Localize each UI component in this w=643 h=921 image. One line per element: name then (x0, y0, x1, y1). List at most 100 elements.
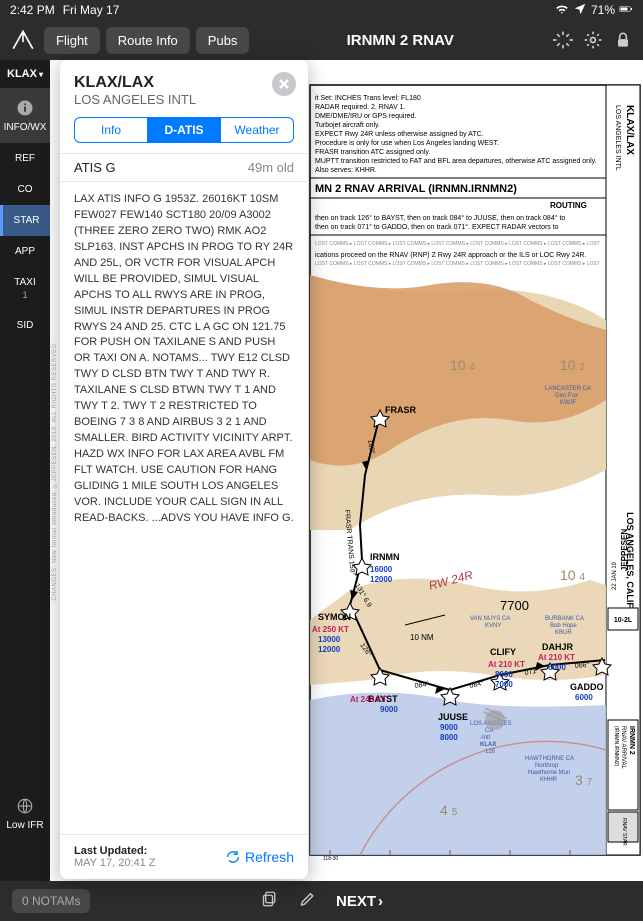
popup-tab-control: Info D-ATIS Weather (74, 117, 294, 143)
sidebar-label: SID (17, 320, 34, 331)
svg-text:VAN NUYS CA: VAN NUYS CA (470, 616, 510, 622)
svg-text:128: 128 (485, 749, 496, 755)
refresh-button[interactable]: Refresh (225, 849, 294, 865)
svg-text:-Intl: -Intl (480, 735, 490, 741)
pubs-button[interactable]: Pubs (196, 27, 250, 54)
bottom-toolbar: 0 NOTAMs NEXT › (0, 881, 643, 921)
svg-text:9000: 9000 (440, 723, 458, 732)
svg-text:CLIFY: CLIFY (490, 647, 516, 657)
svg-text:IRNMN: IRNMN (370, 552, 400, 562)
lock-icon[interactable] (611, 28, 635, 52)
svg-text:RNAV STAR: RNAV STAR (621, 818, 627, 846)
svg-text:GADDO: GADDO (570, 682, 604, 692)
info-icon (16, 99, 34, 120)
svg-text:LOS ANGELES INTL: LOS ANGELES INTL (614, 105, 621, 171)
top-toolbar: Flight Route Info Pubs IRNMN 2 RNAV (0, 20, 643, 60)
svg-text:KWJF: KWJF (560, 400, 577, 406)
status-date: Fri May 17 (63, 3, 120, 17)
svg-text:ications proceed on the RNAV (: ications proceed on the RNAV (RNP) Z Rwy… (315, 252, 586, 259)
svg-text:LANCASTER CA: LANCASTER CA (545, 386, 591, 392)
svg-text:then on track 126° to BAYST, t: then on track 126° to BAYST, then on tra… (315, 214, 565, 222)
close-icon (278, 78, 290, 90)
atis-body-text: LAX ATIS INFO G 1953Z. 26016KT 10SM FEW0… (60, 182, 308, 834)
svg-text:DAHJR: DAHJR (542, 642, 574, 652)
app-logo-icon[interactable] (8, 25, 38, 55)
tab-datis[interactable]: D-ATIS (147, 118, 220, 142)
svg-text:MN 2 RNAV ARRIVAL (IRNMN.IRNMN: MN 2 RNAV ARRIVAL (IRNMN.IRNMN2) (315, 183, 517, 195)
next-button[interactable]: NEXT › (336, 893, 383, 910)
svg-text:Northrop: Northrop (535, 763, 559, 769)
svg-text:13000: 13000 (318, 635, 341, 644)
sidebar-item-lowifr[interactable]: Low IFR (0, 787, 50, 841)
sidebar-item-ref[interactable]: REF (0, 143, 50, 174)
tab-weather[interactable]: Weather (220, 118, 293, 142)
svg-text:DME/DME/IRU or GPS required.: DME/DME/IRU or GPS required. (315, 113, 417, 120)
copy-icon[interactable] (260, 890, 278, 913)
svg-text:At 210 KT: At 210 KT (538, 653, 575, 662)
sidebar-label: INFO/WX (4, 122, 47, 133)
sidebar-label: TAXI (14, 277, 35, 288)
svg-text:Gen Fox: Gen Fox (555, 393, 578, 399)
status-bar: 2:42 PM Fri May 17 71% (0, 0, 643, 20)
svg-text:FRASR: FRASR (385, 405, 416, 415)
sidebar-badge: 1 (22, 290, 27, 300)
svg-text:HAWTHORNE CA: HAWTHORNE CA (525, 756, 574, 762)
svg-text:066°: 066° (574, 661, 589, 670)
sidebar-label: CO (18, 184, 33, 195)
svg-text:Hawthorne Mun: Hawthorne Mun (528, 770, 570, 776)
svg-text:KLAX/LAX: KLAX/LAX (624, 105, 635, 155)
svg-text:MUPTT transition restricted to: MUPTT transition restricted to FAT and B… (315, 158, 597, 165)
sidebar-label: STAR (14, 215, 40, 226)
svg-text:SYMON: SYMON (318, 612, 351, 622)
atis-label: ATIS G (74, 160, 116, 175)
svg-text:22 JAN 19: 22 JAN 19 (612, 561, 618, 590)
svg-text:118-30: 118-30 (323, 856, 338, 862)
svg-text:9000: 9000 (380, 705, 398, 714)
svg-text:RADAR required. 2. RNAV 1.: RADAR required. 2. RNAV 1. (315, 104, 406, 111)
sidebar-label: REF (15, 153, 35, 164)
sidebar-item-star[interactable]: STAR (0, 205, 50, 236)
wifi-icon (555, 2, 569, 19)
svg-text:JUUSE: JUUSE (438, 712, 468, 722)
battery-icon (619, 2, 633, 19)
svg-text:16000: 16000 (370, 565, 393, 574)
chart-viewport[interactable]: CHANGES: New format introduced. ©JEPPESE… (50, 60, 643, 881)
svg-text:6000: 6000 (548, 663, 566, 672)
svg-text:6000: 6000 (575, 693, 593, 702)
sidebar-airport-header[interactable]: KLAX ▾ (0, 60, 50, 89)
pencil-icon[interactable] (298, 890, 316, 913)
page-title: IRNMN 2 RNAV (255, 32, 545, 49)
close-button[interactable] (272, 72, 296, 96)
battery-percent: 71% (591, 3, 615, 17)
svg-text:At 240 KT: At 240 KT (350, 695, 387, 704)
svg-text:12000: 12000 (370, 575, 393, 584)
sidebar-label: APP (15, 246, 35, 257)
svg-text:8000: 8000 (440, 733, 458, 742)
sidebar-item-taxi[interactable]: TAXI 1 (0, 267, 50, 310)
svg-text:Turbojet aircraft only.: Turbojet aircraft only. (315, 122, 380, 129)
light-icon[interactable] (551, 28, 575, 52)
svg-text:10 NM: 10 NM (410, 633, 434, 642)
sidebar-item-sid[interactable]: SID (0, 310, 50, 341)
sidebar-item-infowx[interactable]: INFO/WX (0, 89, 50, 143)
svg-text:Procedure is only for use when: Procedure is only for use when Los Angel… (315, 140, 499, 147)
sidebar-item-co[interactable]: CO (0, 174, 50, 205)
svg-text:KVNY: KVNY (485, 623, 501, 629)
notams-button[interactable]: 0 NOTAMs (12, 889, 90, 913)
svg-text:FRASR transition ATC assigned: FRASR transition ATC assigned only. (315, 149, 430, 156)
svg-text:LOST COMMS ▸ LOST COMMS ▸ LOST: LOST COMMS ▸ LOST COMMS ▸ LOST COMMS ▸ L… (315, 261, 600, 267)
popup-title: KLAX/LAX (74, 74, 294, 92)
svg-text:At 210 KT: At 210 KT (488, 660, 525, 669)
tab-info[interactable]: Info (75, 118, 147, 142)
sidebar-item-app[interactable]: APP (0, 236, 50, 267)
airport-info-popup: KLAX/LAX LOS ANGELES INTL Info D-ATIS We… (60, 60, 308, 879)
chevron-down-icon: ▾ (39, 70, 43, 79)
svg-text:(IRNMN.IRNMN2): (IRNMN.IRNMN2) (613, 726, 619, 767)
svg-text:10-2L: 10-2L (614, 617, 633, 624)
gear-icon[interactable] (581, 28, 605, 52)
flight-button[interactable]: Flight (44, 27, 100, 54)
svg-text:RNAV ARRIVAL: RNAV ARRIVAL (620, 726, 626, 769)
svg-text:KHHR: KHHR (540, 777, 558, 783)
route-info-button[interactable]: Route Info (106, 27, 190, 54)
svg-text:7700: 7700 (500, 598, 529, 613)
